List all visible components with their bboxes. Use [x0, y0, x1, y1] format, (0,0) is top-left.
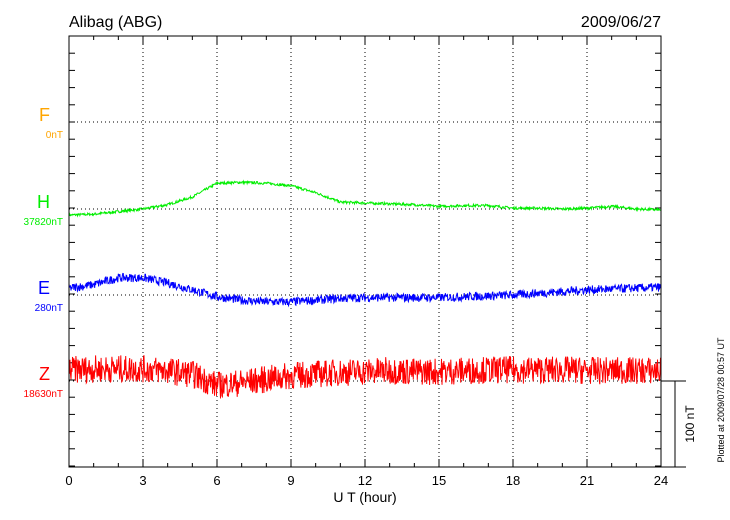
x-axis-label: U T (hour): [333, 489, 396, 505]
x-tick-label: 15: [432, 473, 446, 488]
x-tick-label: 3: [139, 473, 146, 488]
plotted-note: Plotted at 2009/07/28 00:57 UT: [716, 337, 726, 463]
chart-date: 2009/06/27: [581, 14, 661, 31]
series-name-E: E: [38, 278, 50, 298]
baseline-value-E: 280nT: [35, 303, 63, 314]
x-tick-label: 21: [580, 473, 594, 488]
baseline-value-F: 0nT: [46, 130, 63, 141]
series-line-Z: [68, 355, 662, 399]
series-name-Z: Z: [39, 364, 50, 384]
series-line-H: [68, 179, 662, 218]
x-tick-label: 24: [654, 473, 668, 488]
baseline-value-H: 37820nT: [24, 217, 63, 228]
x-tick-label: 0: [65, 473, 72, 488]
series-name-F: F: [39, 105, 50, 125]
x-tick-label: 6: [213, 473, 220, 488]
baseline-value-Z: 18630nT: [24, 389, 63, 400]
plot-frame: [68, 35, 662, 468]
scale-bar-label: 100 nT: [683, 405, 697, 443]
chart-title: Alibag (ABG): [69, 14, 162, 31]
x-tick-label: 18: [506, 473, 520, 488]
series-name-H: H: [37, 192, 50, 212]
series-line-E: [68, 272, 662, 308]
x-tick-label: 9: [287, 473, 294, 488]
x-tick-label: 12: [358, 473, 372, 488]
